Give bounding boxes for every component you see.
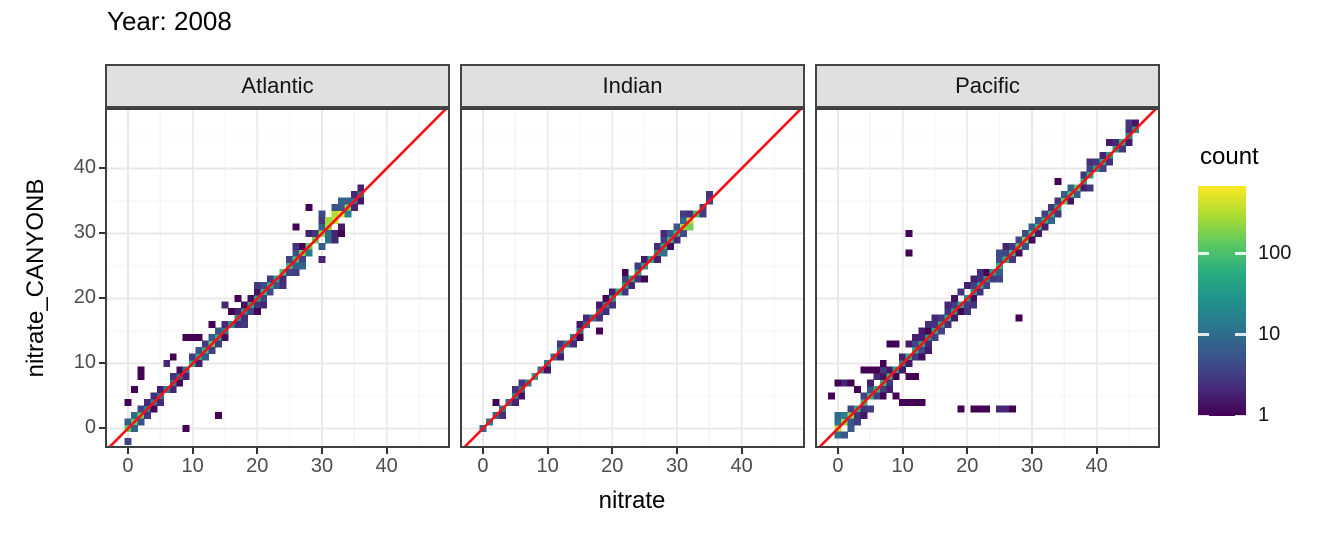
x-tick-label: 30: [310, 455, 334, 477]
x-tick-label: 0: [477, 455, 489, 477]
x-tick-label: 20: [956, 455, 979, 477]
y-tick-mark: [99, 167, 105, 170]
x-tick-label: 0: [122, 455, 134, 477]
x-tick-label: 20: [601, 455, 624, 477]
panel-pacific: [815, 108, 1160, 448]
panel-border: [105, 108, 450, 448]
x-tick-mark: [740, 448, 743, 454]
panel-atlantic: [105, 108, 450, 448]
y-tick-mark: [99, 362, 105, 365]
plot-title: Year: 2008: [107, 6, 232, 36]
y-tick-label: 40: [73, 156, 96, 179]
colorbar-tick: [1198, 252, 1209, 256]
y-tick-mark: [99, 297, 105, 300]
x-tick-mark: [611, 448, 614, 454]
x-tick-label: 40: [730, 455, 753, 477]
x-tick-label: 30: [665, 455, 689, 477]
x-tick-label: 10: [181, 455, 204, 477]
y-tick-mark: [99, 232, 105, 235]
x-tick-mark: [320, 448, 323, 454]
facet-indian: Indian 0 10 20 30 40: [460, 0, 805, 537]
legend: count 1 10 100: [1190, 135, 1344, 445]
x-tick-mark: [126, 448, 129, 454]
facet-atlantic: Atlantic 0 10 20 30 40: [105, 0, 450, 537]
x-tick-mark: [1030, 448, 1033, 454]
identity-line: [816, 108, 1159, 448]
x-tick-mark: [675, 448, 678, 454]
facet-strip: Indian: [460, 64, 805, 108]
panel-border: [815, 108, 1160, 448]
x-tick-mark: [256, 448, 259, 454]
x-tick-label: 0: [832, 455, 844, 477]
x-tick-label: 30: [1020, 455, 1044, 477]
colorbar-tick: [1198, 333, 1209, 337]
identity-line: [461, 108, 804, 448]
facet-strip-label: Indian: [602, 73, 663, 98]
x-tick-label: 20: [246, 455, 269, 477]
x-tick-mark: [901, 448, 904, 454]
x-tick-mark: [385, 448, 388, 454]
x-tick-mark: [966, 448, 969, 454]
y-axis-title: nitrate_CANYONB: [22, 178, 49, 378]
x-tick-mark: [1095, 448, 1098, 454]
x-axis-title: nitrate: [598, 487, 666, 514]
x-tick-mark: [481, 448, 484, 454]
x-tick-mark: [191, 448, 194, 454]
y-tick-label: 20: [73, 286, 96, 309]
colorbar-tick: [1235, 414, 1246, 416]
y-tick-label: 30: [73, 221, 96, 244]
panel-indian: [460, 108, 805, 448]
identity-line: [106, 108, 449, 448]
colorbar-tick: [1235, 333, 1246, 337]
facet-pacific: Pacific 0 10 20 30 40: [815, 0, 1160, 537]
gridlines: [105, 108, 450, 448]
y-tick-label: 10: [73, 351, 96, 374]
legend-tick-label: 100: [1258, 241, 1292, 264]
panel-border: [460, 108, 805, 448]
x-tick-label: 40: [375, 455, 398, 477]
facet-strip-label: Pacific: [955, 73, 1020, 98]
colorbar-tick: [1198, 414, 1209, 416]
facet-strip: Pacific: [815, 64, 1160, 108]
facet-strip: Atlantic: [105, 64, 450, 108]
x-tick-label: 10: [891, 455, 914, 477]
colorbar-tick: [1235, 252, 1246, 256]
legend-colorbar: [1198, 186, 1246, 416]
x-tick-label: 40: [1085, 455, 1108, 477]
x-tick-label: 10: [536, 455, 559, 477]
legend-tick-label: 10: [1258, 322, 1281, 345]
legend-tick-label: 1: [1258, 404, 1270, 426]
gridlines: [460, 108, 805, 448]
x-tick-mark: [546, 448, 549, 454]
facet-strip-label: Atlantic: [241, 73, 314, 98]
y-tick-mark: [99, 427, 105, 430]
x-tick-mark: [836, 448, 839, 454]
legend-title: count: [1200, 143, 1259, 170]
y-tick-label: 0: [84, 416, 96, 439]
